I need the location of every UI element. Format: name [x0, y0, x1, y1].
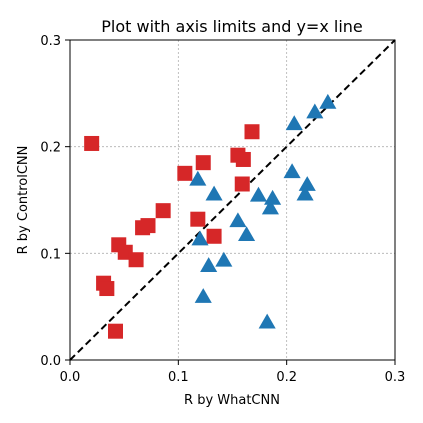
data-point-square: [128, 252, 144, 268]
chart-title: Plot with axis limits and y=x line: [101, 17, 363, 36]
data-point-triangle: [264, 189, 282, 205]
data-point-triangle: [205, 185, 223, 201]
data-point-triangle: [283, 163, 301, 179]
y-tick-label: 0.2: [40, 141, 61, 156]
y-tick-label: 0.3: [40, 34, 61, 49]
data-point-square: [99, 281, 115, 297]
data-point-triangle: [229, 212, 247, 228]
data-point-square: [108, 323, 123, 339]
data-point-triangle: [191, 230, 209, 246]
x-tick-label: 0.1: [168, 370, 189, 385]
data-point-square: [234, 176, 250, 192]
data-point-triangle: [298, 176, 316, 191]
data-point-square: [177, 165, 193, 181]
data-point-triangle: [249, 186, 268, 202]
reference-line-y-equals-x: [69, 39, 396, 361]
data-point-square: [195, 155, 211, 171]
x-tick-label: 0.0: [60, 370, 81, 385]
data-point-square: [84, 135, 100, 151]
data-point-triangle: [194, 288, 212, 303]
data-point-triangle: [306, 103, 324, 119]
x-axis-label: R by WhatCNN: [184, 393, 280, 408]
data-point-triangle: [200, 257, 218, 272]
y-axis-label: R by ControlCNN: [16, 146, 31, 255]
y-tick-label: 0.1: [40, 247, 61, 262]
data-point-triangle: [319, 93, 337, 109]
data-point-square: [155, 203, 171, 219]
data-point-square: [140, 218, 156, 234]
x-tick-label: 0.2: [276, 370, 297, 385]
axes-frame: [69, 39, 396, 361]
data-point-triangle: [258, 313, 276, 329]
data-point-square: [206, 228, 222, 244]
data-point-triangle: [261, 199, 279, 215]
data-point-triangle: [189, 170, 207, 186]
data-point-square: [235, 151, 251, 167]
data-point-square: [190, 211, 206, 227]
data-point-square: [244, 124, 260, 140]
data-point-triangle: [285, 115, 303, 131]
data-point-triangle: [238, 226, 256, 242]
y-tick-label: 0.0: [40, 354, 61, 369]
data-point-triangle: [215, 251, 233, 267]
data-point-triangle: [296, 185, 314, 201]
plot-area: 0.0 0.1 0.2 0.3 0.0 0.1 0.2 0.3: [40, 34, 405, 385]
x-tick-label: 0.3: [385, 370, 406, 385]
